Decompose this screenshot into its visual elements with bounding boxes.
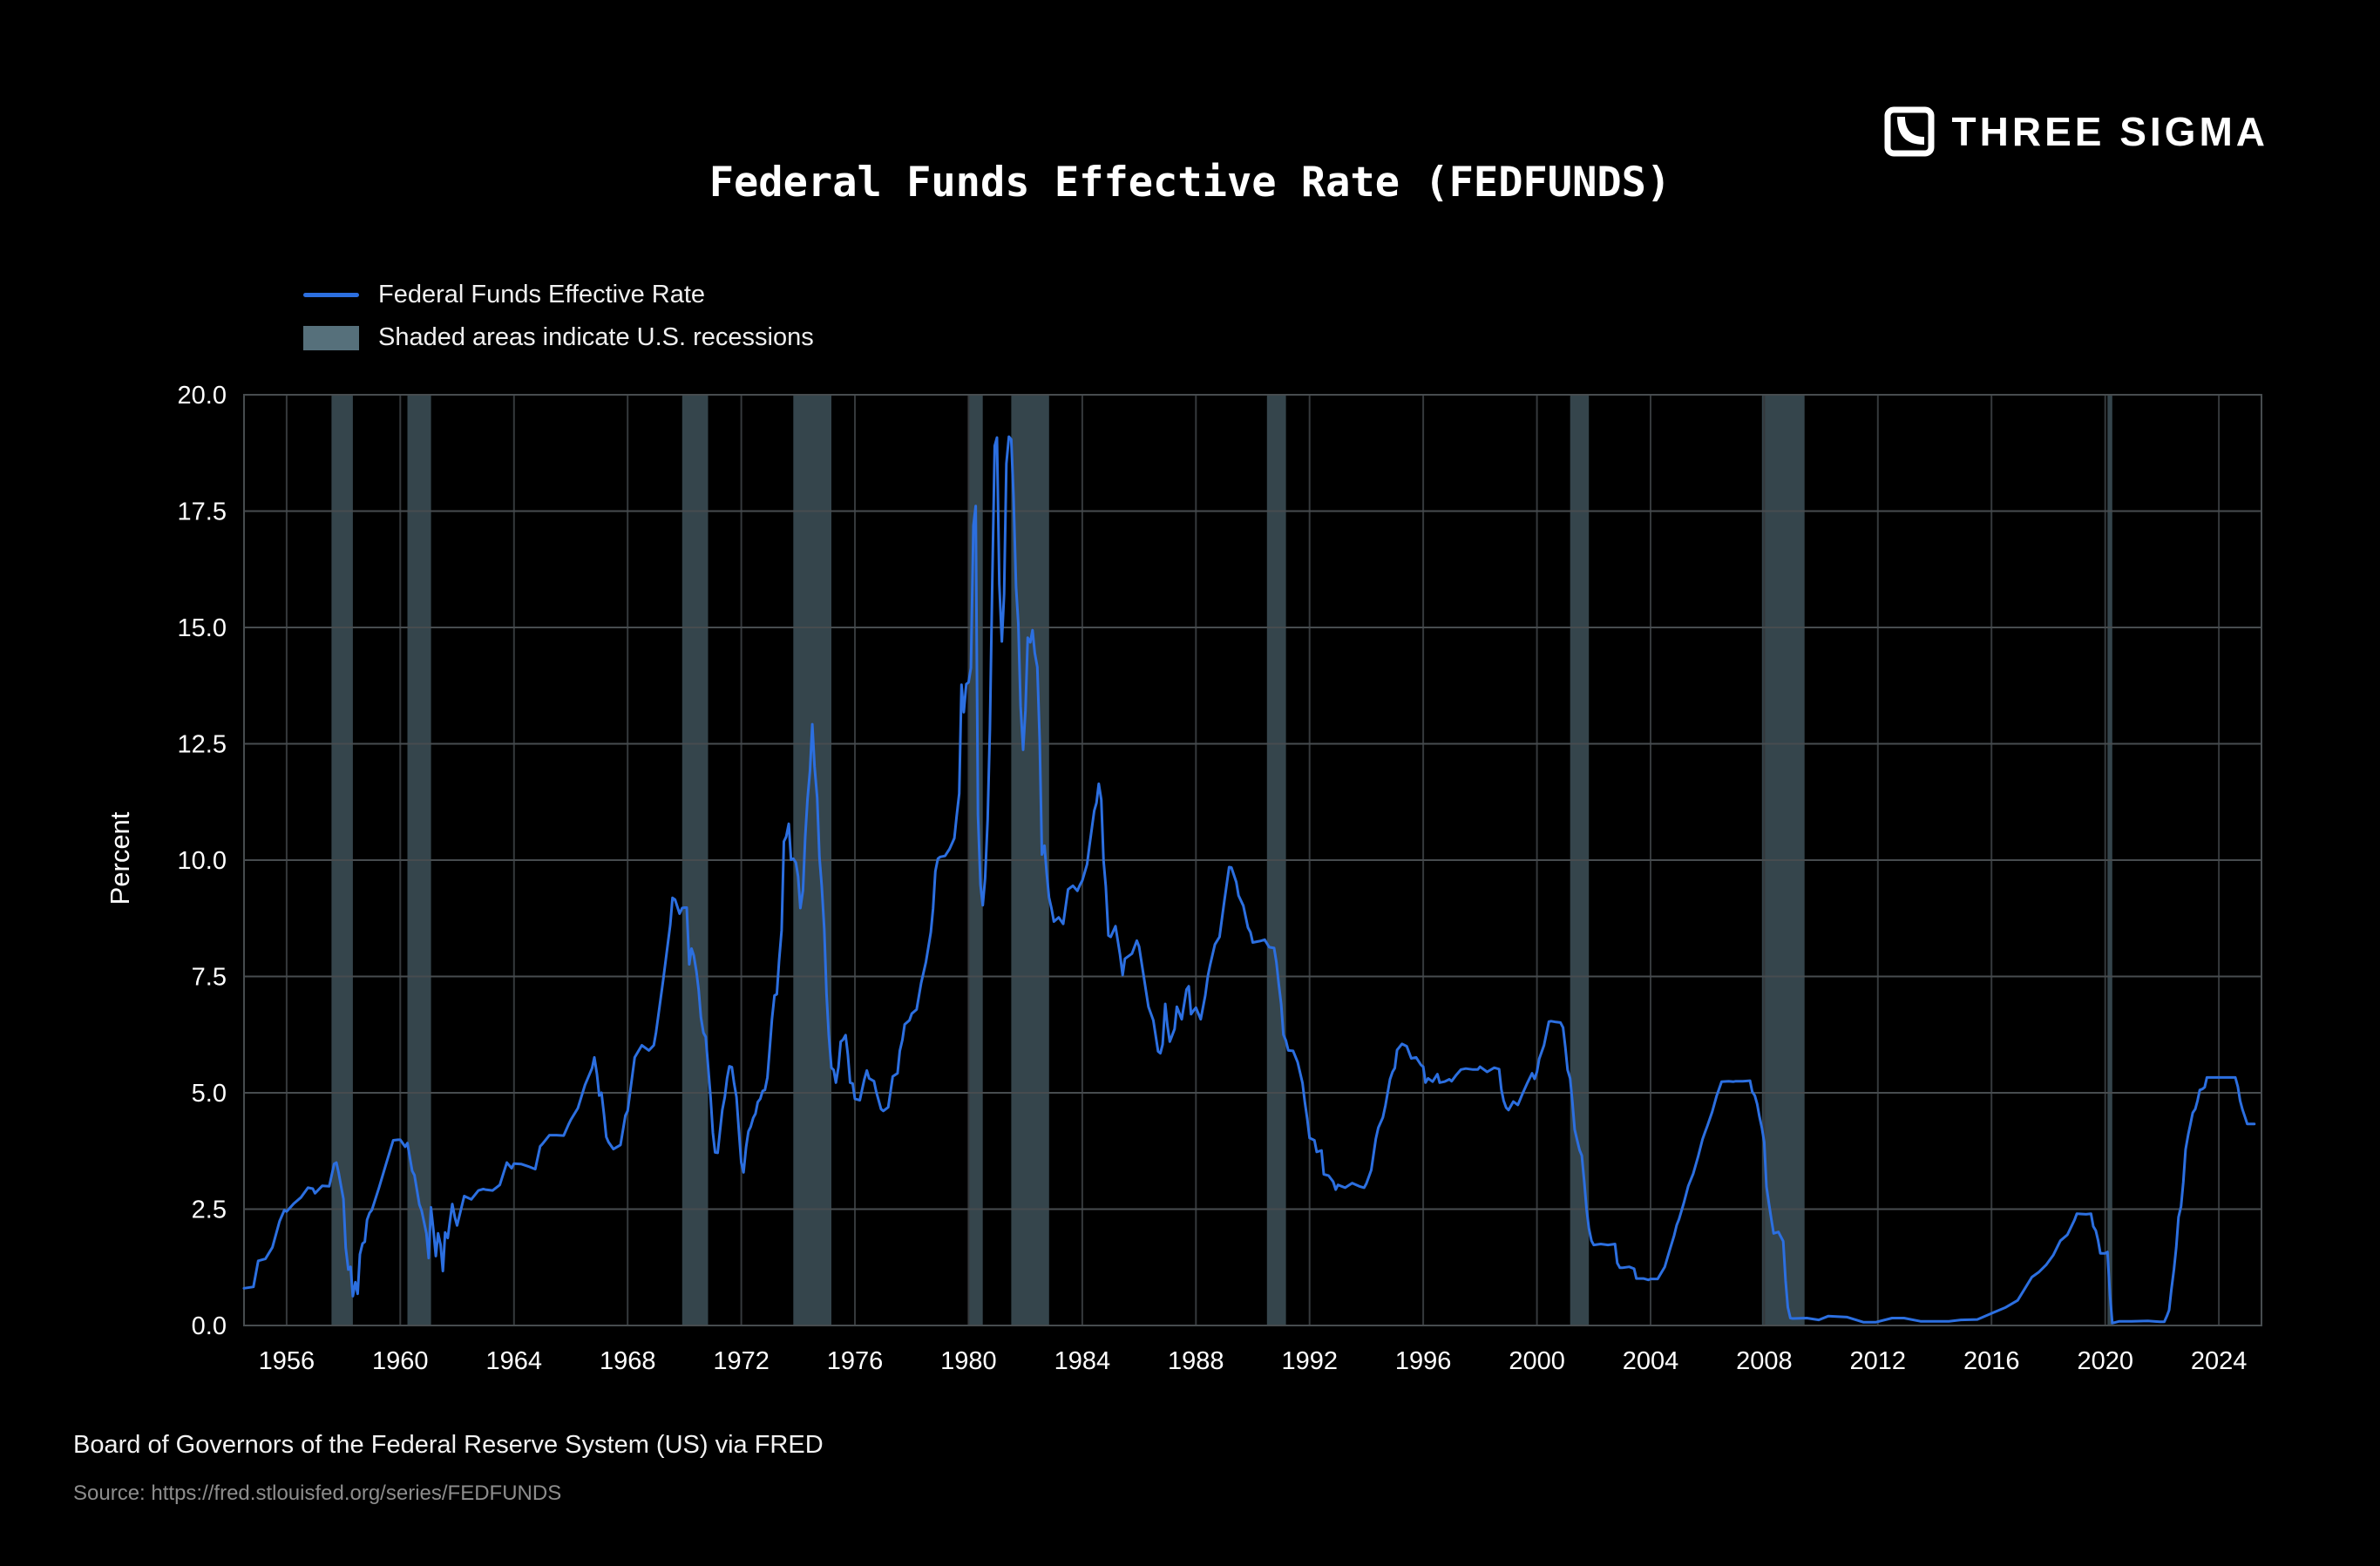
legend-recession-label: Shaded areas indicate U.S. recessions [378, 323, 814, 351]
x-tick-label: 1992 [1281, 1347, 1338, 1375]
x-tick-label: 2012 [1850, 1347, 1907, 1375]
y-tick-label: 5.0 [192, 1080, 227, 1108]
attribution-text: Board of Governors of the Federal Reserv… [73, 1431, 824, 1459]
y-tick-label: 17.5 [178, 498, 227, 526]
y-tick-label: 15.0 [178, 614, 227, 642]
three-sigma-logo-text: THREE SIGMA [1951, 109, 2268, 154]
x-tick-label: 1956 [259, 1347, 315, 1375]
y-tick-label: 12.5 [178, 731, 227, 759]
x-tick-label: 1964 [486, 1347, 543, 1375]
y-tick-label: 10.0 [178, 847, 227, 875]
source-text: Source: https://fred.stlouisfed.org/seri… [73, 1481, 562, 1505]
legend-line-label: Federal Funds Effective Rate [378, 281, 706, 308]
x-tick-label: 1960 [372, 1347, 429, 1375]
recession-swatch [303, 325, 359, 350]
chart-title: Federal Funds Effective Rate (FEDFUNDS) [709, 159, 1671, 207]
brand: THREE SIGMA [1884, 106, 2268, 157]
y-tick-label: 2.5 [192, 1197, 227, 1224]
x-tick-label: 2024 [2191, 1347, 2248, 1375]
x-tick-label: 1996 [1395, 1347, 1452, 1375]
x-tick-label: 2016 [1963, 1347, 2020, 1375]
line-series-swatch [303, 293, 359, 297]
x-tick-label: 2008 [1736, 1347, 1793, 1375]
legend-item-recession: Shaded areas indicate U.S. recessions [303, 323, 814, 352]
x-tick-label: 2004 [1623, 1347, 1679, 1375]
x-tick-label: 1988 [1168, 1347, 1224, 1375]
y-tick-label: 7.5 [192, 964, 227, 992]
x-tick-label: 1980 [940, 1347, 997, 1375]
legend: Federal Funds Effective Rate Shaded area… [303, 281, 814, 352]
y-tick-label: 20.0 [178, 382, 227, 410]
x-tick-label: 2020 [2077, 1347, 2133, 1375]
legend-item-line: Federal Funds Effective Rate [303, 281, 814, 309]
x-tick-label: 1968 [600, 1347, 656, 1375]
fedfunds-line [242, 435, 2256, 1325]
x-tick-label: 1972 [713, 1347, 770, 1375]
x-tick-label: 1976 [827, 1347, 884, 1375]
x-tick-label: 1984 [1054, 1347, 1111, 1375]
three-sigma-logo-icon [1884, 106, 1935, 157]
y-tick-label: 0.0 [192, 1312, 227, 1340]
plot-border [243, 394, 2262, 1326]
x-tick-label: 2000 [1509, 1347, 1565, 1375]
